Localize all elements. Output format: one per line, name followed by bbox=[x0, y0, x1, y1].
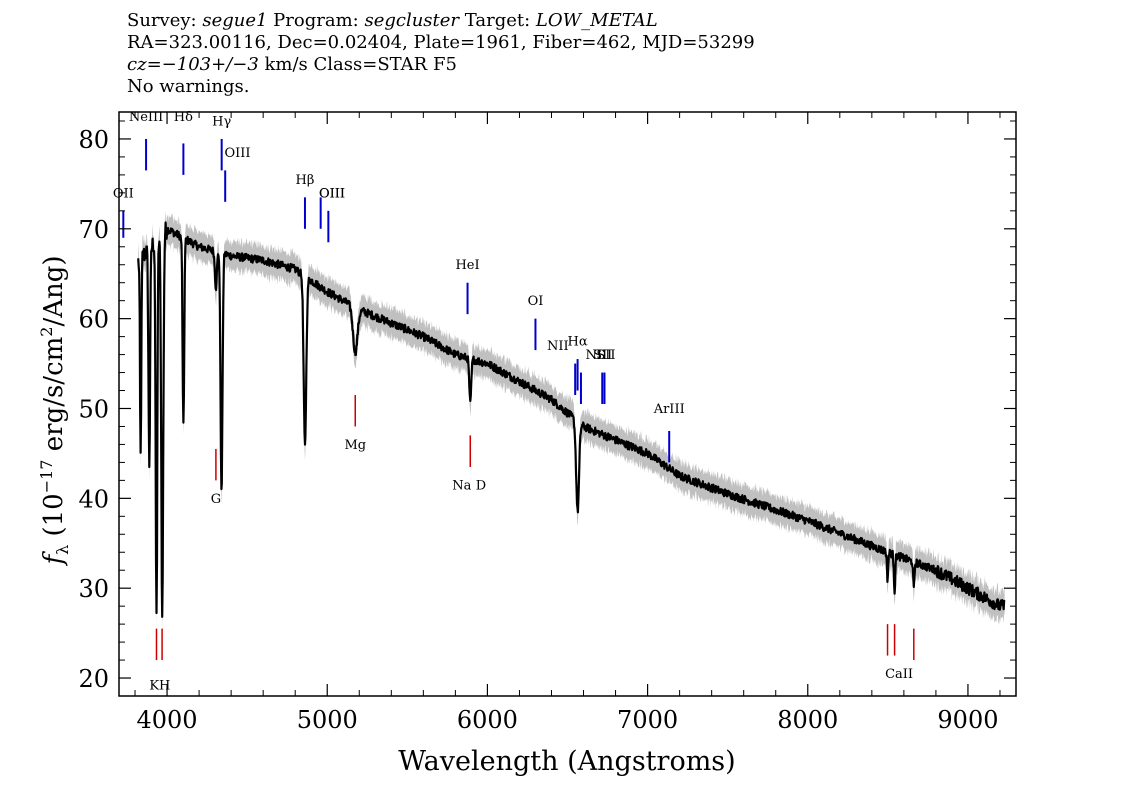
header-line-1: Survey: segue1 Program: segcluster Targe… bbox=[127, 10, 755, 32]
emission-line-label: NII bbox=[547, 339, 569, 354]
spectrum-path bbox=[137, 221, 1006, 618]
emission-line-label: Hδ bbox=[174, 110, 193, 125]
y-tick-label: 80 bbox=[78, 126, 109, 154]
survey-label: Survey: bbox=[127, 10, 197, 31]
y-tick-label: 30 bbox=[78, 575, 109, 603]
cz-value: −103+/−3 bbox=[161, 54, 259, 75]
line-markers: NeIII Hδ HγOIIIOIIHβOIIIOIIIHeIOINIIHαNIIS… bbox=[113, 110, 915, 694]
emission-line-label: OIII bbox=[319, 186, 345, 201]
cz-tail: km/s Class=STAR F5 bbox=[264, 54, 457, 75]
survey-value: segue1 bbox=[202, 10, 268, 31]
emission-line-label: NII bbox=[586, 348, 608, 363]
x-tick-label: 5000 bbox=[297, 706, 358, 734]
header-line-4: No warnings. bbox=[127, 76, 250, 97]
emission-line-label: Hβ bbox=[296, 173, 315, 188]
spectrum-line bbox=[137, 221, 1006, 618]
header-line-3: cz=−103+/−3 km/s Class=STAR F5 bbox=[127, 54, 755, 76]
emission-line-label: SII bbox=[593, 348, 612, 363]
error-band bbox=[138, 210, 1005, 633]
spectrum-header: Survey: segue1 Program: segcluster Targe… bbox=[127, 10, 755, 98]
program-label: Program: bbox=[273, 10, 359, 31]
x-tick-label: 4000 bbox=[137, 706, 198, 734]
target-label: Target: bbox=[464, 10, 531, 31]
emission-line-label: ArIII bbox=[653, 402, 685, 417]
cz-label: cz= bbox=[127, 54, 162, 75]
x-tick-label: 8000 bbox=[777, 706, 838, 734]
emission-line-label: SII bbox=[596, 348, 615, 363]
absorption-line-label: Na bbox=[452, 478, 471, 493]
error-band-area bbox=[138, 210, 1005, 633]
y-axis-label-text: fλ (10−17 erg/s/cm2/Ang) bbox=[37, 255, 72, 566]
absorption-line-label: G bbox=[211, 492, 221, 507]
x-tick-label: 9000 bbox=[937, 706, 998, 734]
x-tick-label: 7000 bbox=[617, 706, 678, 734]
emission-line-label: HeI bbox=[455, 258, 479, 273]
y-axis-label: fλ (10−17 erg/s/cm2/Ang) bbox=[37, 255, 72, 566]
absorption-line-label: CaII bbox=[885, 667, 913, 682]
emission-line-label: OIII bbox=[319, 186, 345, 201]
y-tick-label: 70 bbox=[78, 216, 109, 244]
absorption-line-label: H bbox=[159, 679, 170, 694]
emission-line-label: OII bbox=[113, 186, 134, 201]
emission-line-label: Hα bbox=[568, 335, 588, 350]
emission-line-label: OIII bbox=[224, 146, 250, 161]
x-tick-label: 6000 bbox=[457, 706, 518, 734]
absorption-line-label: K bbox=[149, 679, 159, 694]
y-tick-label: 40 bbox=[78, 485, 109, 513]
y-tick-label: 60 bbox=[78, 306, 109, 334]
target-value: LOW_METAL bbox=[535, 10, 658, 31]
plot-frame bbox=[118, 111, 1017, 697]
emission-line-label: Hγ bbox=[212, 114, 231, 129]
header-line-2: RA=323.00116, Dec=0.02404, Plate=1961, F… bbox=[127, 32, 755, 53]
y-tick-label: 20 bbox=[78, 665, 109, 693]
x-axis-label: Wavelength (Angstroms) bbox=[398, 746, 735, 777]
absorption-line-label: Mg bbox=[344, 438, 366, 453]
y-tick-label: 50 bbox=[78, 395, 109, 423]
program-value: segcluster bbox=[364, 10, 460, 31]
emission-line-label: NeIII bbox=[129, 110, 163, 125]
plot-axes: 4000 5000 6000 7000 8000 9000 20 30 40 50 60 70 80 bbox=[78, 111, 1017, 734]
absorption-line-label: D bbox=[476, 478, 486, 493]
emission-line-label: OI bbox=[528, 294, 544, 309]
